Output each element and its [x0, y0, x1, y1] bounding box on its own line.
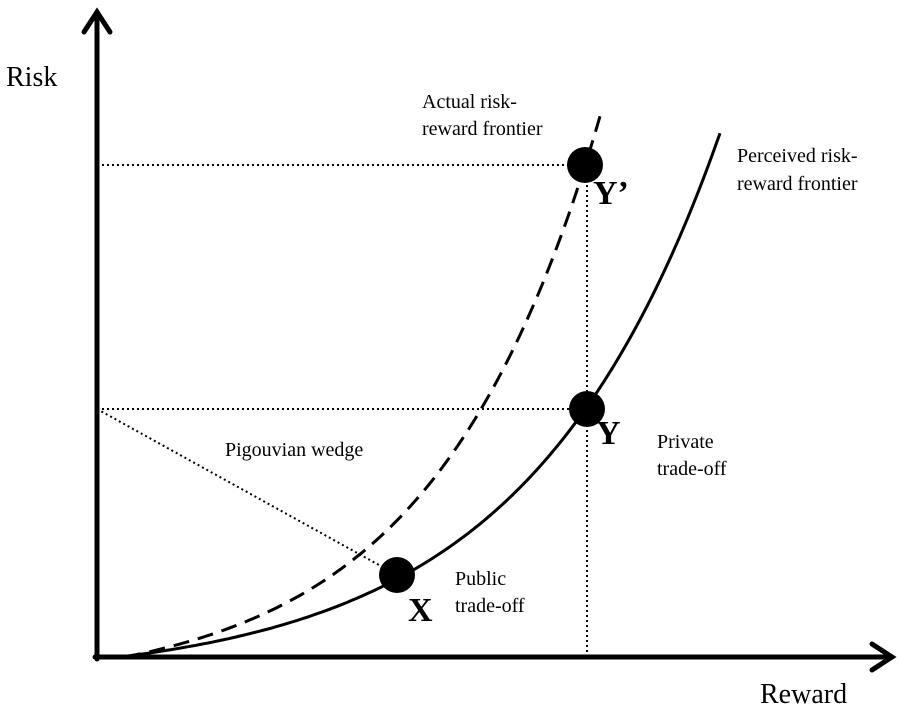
curve-label: reward frontier	[737, 173, 858, 195]
perceived-curve	[119, 132, 722, 659]
annotation: Private	[657, 431, 714, 453]
axes	[81, 7, 897, 673]
annotation: Pigouvian wedge	[225, 439, 363, 461]
x-arrow	[869, 641, 897, 673]
point	[379, 557, 415, 593]
point	[569, 391, 605, 427]
guide-line	[96, 408, 398, 576]
point-label: X	[408, 592, 433, 629]
annotation: Public	[455, 568, 506, 590]
annotation: trade-off	[657, 458, 727, 480]
point-label: Y	[596, 415, 621, 452]
x-axis-label: Reward	[760, 679, 847, 710]
point	[567, 147, 603, 183]
y-arrow	[81, 7, 113, 35]
actual-curve	[124, 112, 603, 659]
point-label: Y’	[593, 175, 629, 212]
annotation: trade-off	[455, 595, 525, 617]
y-axis-label: Risk	[6, 62, 57, 93]
curve-label: Perceived risk-	[737, 145, 858, 167]
curve-label: reward frontier	[422, 118, 543, 140]
curve-label: Actual risk-	[422, 91, 517, 113]
dotted-guides	[96, 164, 588, 657]
